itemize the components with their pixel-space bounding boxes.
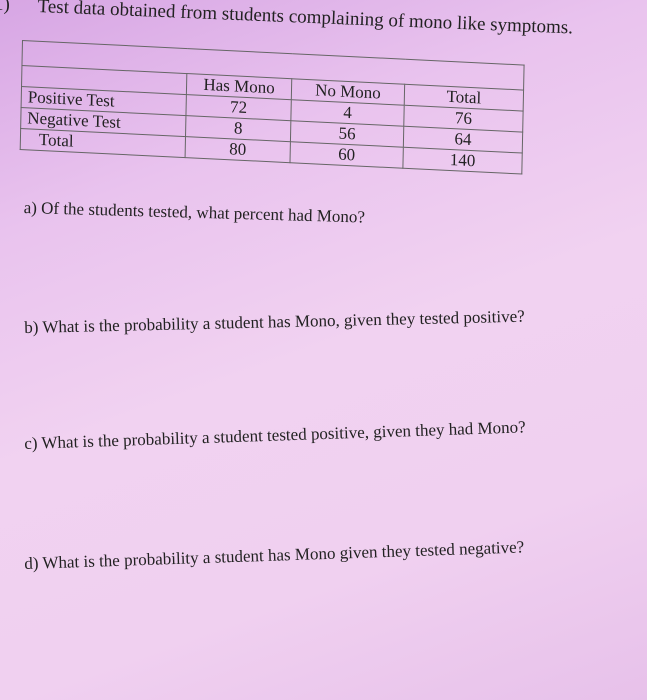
question-d: d) What is the probability a student has…: [24, 537, 525, 573]
problem-number: 1): [0, 0, 10, 15]
contingency-table: Has Mono No Mono Total Positive Test 72 …: [20, 40, 525, 175]
question-a: a) Of the students tested, what percent …: [23, 198, 366, 227]
table-cell: 140: [402, 147, 523, 175]
question-c: c) What is the probability a student tes…: [24, 417, 526, 453]
question-b: b) What is the probability a student has…: [24, 306, 525, 337]
intro-text: Test data obtained from students complai…: [37, 0, 574, 39]
table-cell: 60: [289, 141, 404, 169]
table-cell: 80: [185, 136, 291, 163]
